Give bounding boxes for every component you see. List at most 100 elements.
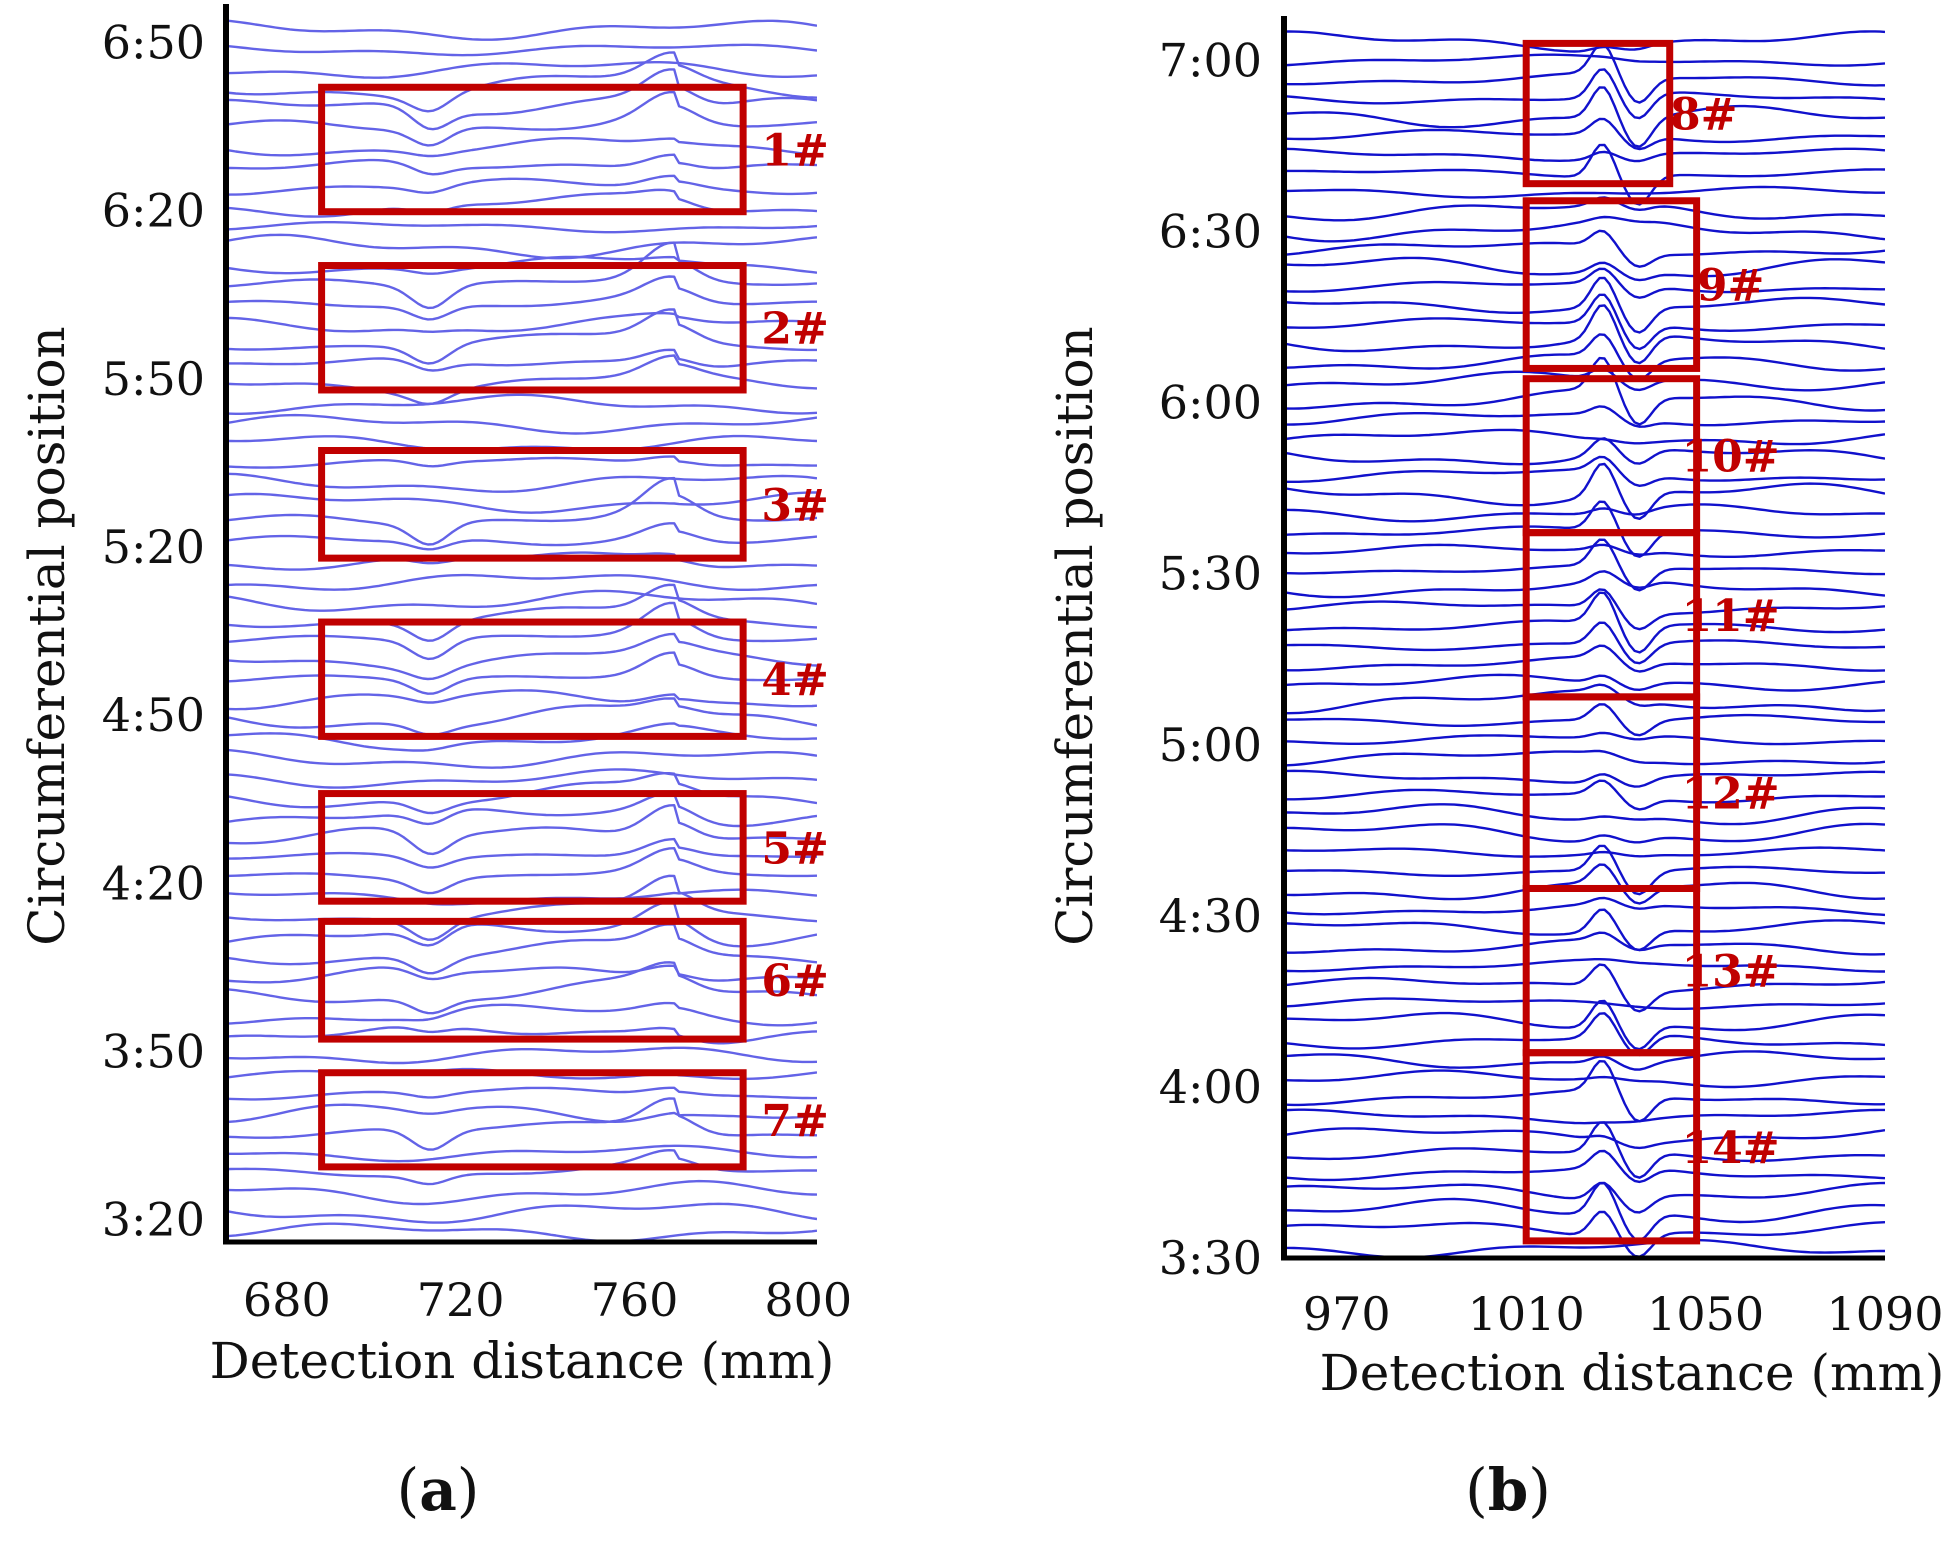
trace-line: [1284, 591, 1885, 654]
trace-line: [226, 522, 817, 551]
trace-line: [1284, 256, 1885, 282]
trace-line: [226, 472, 817, 493]
trace-line: [1284, 749, 1885, 767]
trace-line: [226, 1046, 817, 1065]
trace-line: [1284, 1181, 1885, 1214]
y-tick-label: 3:20: [102, 1193, 205, 1247]
trace-line: [226, 837, 817, 869]
trace-line: [1284, 846, 1885, 858]
trace-line: [1284, 963, 1885, 1013]
trace-line: [1284, 644, 1885, 673]
x-tick-label: 720: [417, 1273, 505, 1327]
defect-box-label: 10#: [1682, 432, 1780, 483]
defect-box-label: 11#: [1682, 591, 1780, 642]
trace-line: [1284, 185, 1885, 199]
trace-line: [226, 748, 817, 769]
trace-line: [226, 233, 817, 260]
trace-line: [1284, 1210, 1885, 1258]
x-tick-label: 760: [591, 1273, 679, 1327]
trace-line: [1284, 863, 1885, 905]
trace-line: [1284, 147, 1885, 163]
trace-line: [1284, 229, 1885, 268]
trace-line: [1284, 896, 1885, 917]
y-tick-label: 6:20: [102, 184, 205, 238]
defect-box-label: 5#: [761, 823, 828, 874]
trace-line: [226, 174, 817, 196]
trace-line: [226, 792, 817, 828]
defect-box: [318, 447, 747, 562]
defect-box-label: 14#: [1682, 1123, 1780, 1174]
trace-line: [1284, 30, 1885, 53]
trace-line: [226, 308, 817, 365]
trace-line: [1284, 428, 1885, 446]
defect-box-label: 7#: [761, 1096, 828, 1147]
trace-line: [1284, 997, 1885, 1010]
defect-box-label: 13#: [1682, 947, 1780, 998]
trace-line: [1284, 931, 1885, 956]
x-tick-label: 1050: [1647, 1287, 1764, 1341]
trace-line: [1284, 703, 1885, 737]
trace-line: [226, 241, 817, 310]
trace-line: [226, 434, 817, 452]
trace-line: [1284, 86, 1885, 148]
trace-line: [226, 311, 817, 333]
trace-line: [1284, 779, 1885, 811]
trace-line: [1284, 844, 1885, 896]
trace-line: [226, 491, 817, 514]
trace-line: [226, 1179, 817, 1206]
trace-line: [226, 573, 817, 591]
trace-line: [1284, 803, 1885, 826]
y-tick-label: 3:30: [1159, 1231, 1262, 1285]
trace-line: [1284, 1149, 1885, 1184]
y-tick-label: 4:50: [102, 688, 205, 742]
y-tick-label: 5:30: [1159, 547, 1262, 601]
defect-box: [1522, 693, 1701, 892]
defect-box-label: 6#: [761, 956, 828, 1007]
trace-line: [1284, 143, 1885, 206]
y-axis-title: Circumferential position: [1046, 326, 1104, 945]
defect-box: [318, 83, 747, 216]
trace-line: [1284, 1050, 1885, 1071]
trace-line: [1284, 367, 1885, 392]
y-tick-label: 4:30: [1159, 889, 1262, 943]
trace-line: [1284, 43, 1885, 104]
trace-line: [226, 768, 817, 789]
defect-box: [1522, 1049, 1701, 1245]
trace-line: [1284, 621, 1885, 665]
defect-box-label: 3#: [761, 480, 828, 531]
panel-label: (a): [397, 1456, 480, 1524]
trace-line: [1284, 68, 1885, 120]
trace-line: [226, 348, 817, 372]
trace-line: [226, 1086, 817, 1101]
trace-line: [1284, 53, 1885, 67]
defect-box: [1522, 39, 1674, 188]
trace-line: [226, 61, 817, 79]
trace-line: [1284, 999, 1885, 1051]
trace-line: [1284, 1127, 1885, 1150]
defect-box-label: 9#: [1697, 261, 1764, 312]
trace-line: [1284, 215, 1885, 243]
defect-box-label: 4#: [761, 655, 828, 706]
trace-line: [226, 90, 817, 147]
trace-line: [1284, 293, 1885, 351]
trace-line: [1284, 673, 1885, 692]
trace-line: [226, 413, 817, 435]
trace-line: [226, 583, 817, 642]
panel-label: (b): [1465, 1456, 1551, 1524]
defect-box: [318, 917, 747, 1043]
defect-box-label: 2#: [761, 304, 828, 355]
y-tick-label: 5:00: [1159, 718, 1262, 772]
trace-line: [1284, 405, 1885, 428]
trace-line: [1284, 333, 1885, 381]
defect-box-label: 8#: [1670, 90, 1737, 141]
x-tick-label: 800: [764, 1273, 852, 1327]
trace-line: [1284, 1059, 1885, 1123]
trace-line: [226, 689, 817, 711]
trace-line: [226, 651, 817, 695]
trace-line: [1284, 543, 1885, 558]
y-tick-label: 3:50: [102, 1024, 205, 1078]
defect-box-label: 12#: [1682, 769, 1780, 820]
x-axis-title: Detection distance (mm): [1320, 1344, 1945, 1402]
y-tick-label: 6:50: [102, 15, 205, 69]
